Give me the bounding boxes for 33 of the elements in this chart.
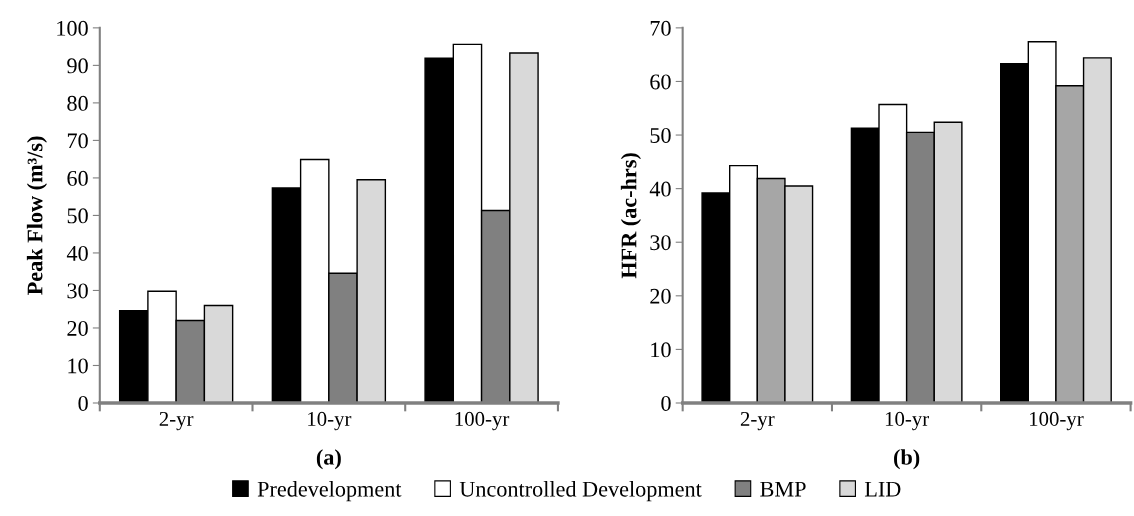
y-tick-label: 70 (67, 133, 88, 149)
legend-label: LID (864, 481, 901, 497)
y-tick-label: 90 (67, 58, 88, 74)
y-tick-label: 80 (67, 95, 88, 111)
x-tick-label: 100-yr (1030, 411, 1084, 431)
y-tick-label: 70 (650, 20, 671, 36)
y-tick-label: 0 (78, 395, 88, 411)
y-tick-label: 30 (67, 283, 88, 299)
y-tick-label: 60 (650, 74, 671, 90)
y-tick-label: 100 (57, 20, 88, 36)
y-tick-label: 60 (67, 170, 88, 186)
x-tick-label: 10-yr (308, 411, 352, 431)
x-tick-label: 10-yr (885, 411, 930, 431)
y-tick-label: 50 (67, 208, 88, 224)
y-tick-label: 10 (68, 358, 88, 374)
x-tick-label: 100-yr (455, 411, 510, 431)
y-tick-label: 10 (651, 342, 671, 358)
y-tick-label: 20 (650, 288, 671, 304)
y-tick-label: 20 (67, 320, 88, 336)
y-tick-label: 30 (650, 235, 671, 251)
y-tick-label: 0 (661, 395, 671, 411)
text: (a) (316, 449, 341, 470)
x-tick-label: 2-yr (159, 411, 194, 431)
legend-label: BMP (760, 481, 806, 497)
y-axis-title: HFR (ac-hrs) (620, 153, 641, 279)
legend-label: Uncontrolled Development (459, 481, 702, 502)
x-tick-label: 2-yr (740, 411, 775, 431)
y-axis-title: Peak Flow (m³/s) (26, 136, 48, 295)
legend-label: Predevelopment (257, 481, 402, 502)
text: (b) (894, 449, 920, 470)
y-tick-label: 40 (66, 245, 88, 261)
y-tick-label: 50 (650, 127, 671, 143)
y-tick-label: 40 (649, 181, 671, 197)
